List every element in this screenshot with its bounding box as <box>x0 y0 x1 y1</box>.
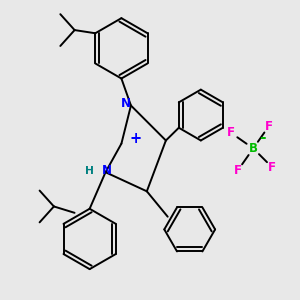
Text: N: N <box>102 164 112 177</box>
Text: N: N <box>120 98 130 110</box>
Text: -: - <box>259 130 265 145</box>
Text: +: + <box>130 131 142 146</box>
Text: F: F <box>265 120 273 133</box>
Text: F: F <box>234 164 242 177</box>
Text: B: B <box>249 142 258 155</box>
Text: H: H <box>85 166 94 176</box>
Text: F: F <box>268 161 276 174</box>
Text: F: F <box>227 126 235 140</box>
